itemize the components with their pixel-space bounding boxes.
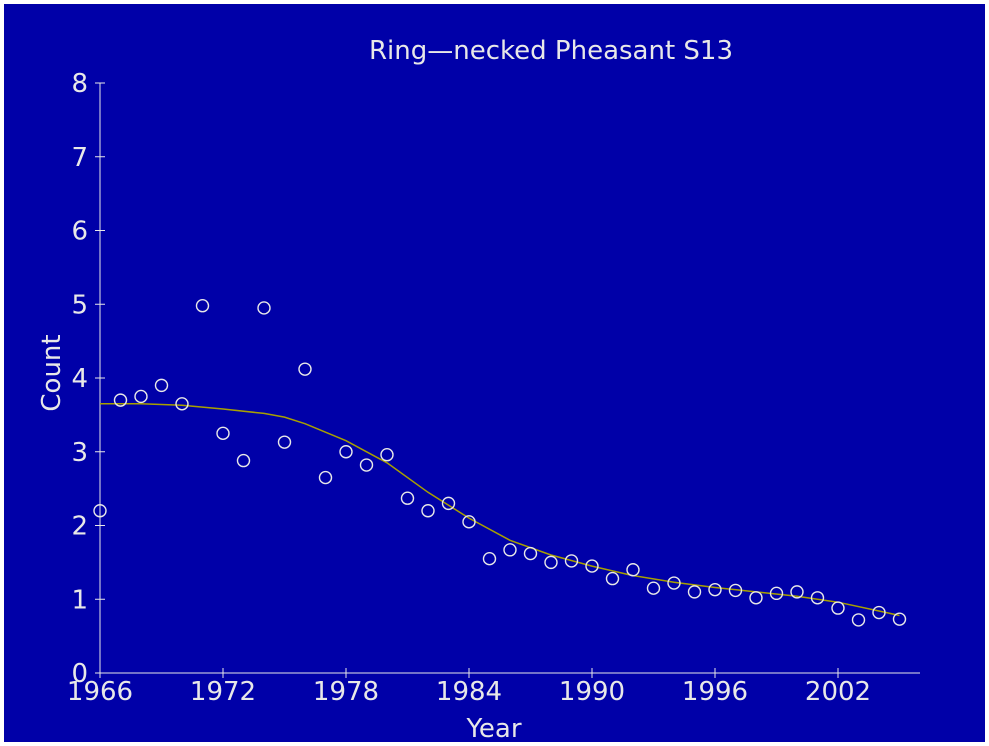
data-point	[380, 448, 394, 462]
y-tick-label: 0	[71, 659, 88, 689]
y-tick-label: 4	[71, 364, 88, 394]
data-point	[441, 496, 456, 511]
data-point	[523, 546, 538, 561]
data-point	[544, 555, 558, 570]
data-point	[400, 491, 415, 505]
y-tick-label: 1	[71, 585, 88, 615]
x-tick-label: 1990	[559, 677, 625, 707]
y-tick-label: 6	[71, 217, 88, 247]
data-point	[585, 559, 599, 573]
data-point	[667, 576, 681, 590]
x-tick-label: 2002	[805, 677, 871, 707]
data-point	[298, 362, 312, 376]
data-point	[339, 445, 353, 459]
data-point	[175, 397, 189, 411]
data-point	[872, 605, 886, 620]
data-point	[892, 612, 907, 626]
tick-marks	[95, 82, 839, 678]
x-tick-label: 1984	[436, 677, 502, 707]
tick-labels: 0 1 2 3 4 5 6 7 8 1966 1972 1978 1984 1990 1996 2002	[67, 69, 871, 707]
data-point	[421, 504, 435, 518]
y-tick-label: 8	[71, 69, 88, 99]
chart: Ring—necked Pheasant S13 Year Count 0 1 2 3…	[4, 4, 985, 742]
y-tick-label: 2	[71, 512, 88, 542]
data-point	[503, 543, 517, 557]
data-point	[257, 301, 271, 315]
chart-background	[4, 4, 985, 742]
data-point	[154, 378, 169, 393]
data-point	[359, 458, 374, 472]
data-point	[605, 571, 620, 586]
data-point	[134, 389, 148, 404]
data-point	[564, 554, 579, 568]
y-axis-label: Count	[37, 334, 67, 411]
data-point	[626, 563, 640, 577]
data-point	[728, 583, 743, 598]
data-point	[195, 299, 210, 313]
data-point	[687, 585, 702, 599]
data-point	[482, 551, 497, 566]
y-tick-label: 7	[71, 143, 88, 173]
y-tick-label: 5	[71, 290, 88, 320]
data-point	[646, 581, 661, 595]
data-point	[790, 585, 804, 599]
data-points	[93, 299, 907, 627]
data-point	[749, 591, 763, 605]
x-tick-label: 1978	[313, 677, 379, 707]
data-point	[462, 515, 476, 529]
data-point	[769, 586, 784, 601]
data-point	[851, 613, 866, 627]
x-axis-label: Year	[465, 714, 521, 742]
chart-title: Ring—necked Pheasant S13	[369, 36, 733, 66]
data-point	[113, 393, 128, 407]
data-point	[93, 504, 107, 518]
data-point	[831, 601, 845, 615]
chart-frame: Ring—necked Pheasant S13 Year Count 0 1 2 3…	[4, 4, 985, 742]
data-point	[236, 453, 251, 468]
trend-line	[100, 403, 900, 617]
data-point	[277, 435, 292, 449]
x-tick-label: 1972	[190, 677, 256, 707]
data-point	[708, 582, 722, 597]
x-tick-label: 1996	[682, 677, 748, 707]
y-tick-label: 3	[71, 438, 88, 468]
data-point	[810, 591, 825, 605]
x-tick-label: 1966	[67, 677, 133, 707]
data-point	[216, 426, 230, 441]
data-point	[318, 470, 333, 485]
